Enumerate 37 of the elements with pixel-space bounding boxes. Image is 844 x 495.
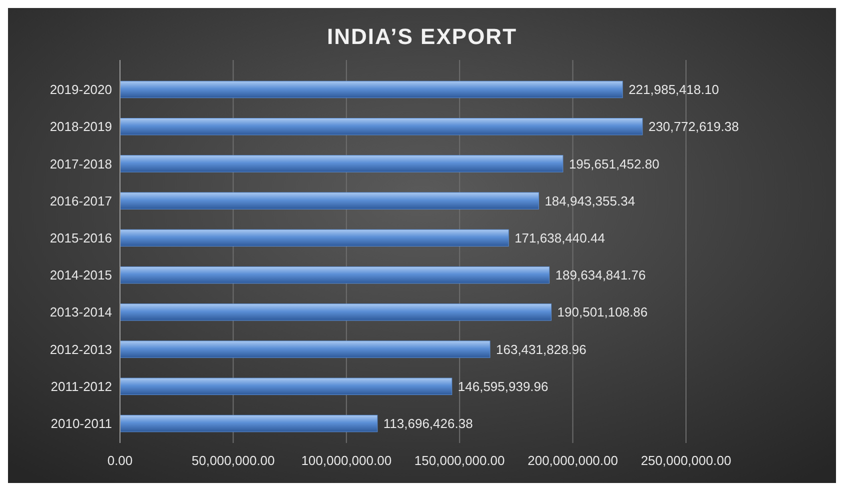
bar <box>120 414 378 432</box>
y-tick-label: 2013-2014 <box>50 304 112 320</box>
y-tick-label: 2011-2012 <box>50 378 112 394</box>
y-tick-label: 2016-2017 <box>50 193 112 208</box>
x-tick-label: 200,000,000.00 <box>528 453 618 468</box>
bar <box>120 378 452 395</box>
data-label: 163,431,828.96 <box>496 342 586 357</box>
bar <box>120 340 490 358</box>
data-label: 113,696,426.38 <box>383 416 473 432</box>
bar <box>120 229 509 247</box>
bar <box>120 118 643 136</box>
y-tick-label: 2019-2020 <box>50 82 112 98</box>
y-tick-label: 2010-2011 <box>50 416 112 432</box>
data-label: 184,943,355.34 <box>544 193 636 208</box>
y-tick-label: 2018-2019 <box>50 119 112 134</box>
data-label: 171,638,440.44 <box>514 230 605 246</box>
bar <box>120 266 550 284</box>
x-tick-label: 250,000,000.00 <box>640 453 732 468</box>
y-tick-label: 2015-2016 <box>50 230 112 246</box>
data-label: 230,772,619.38 <box>648 119 739 134</box>
data-label: 195,651,452.80 <box>568 156 660 172</box>
x-tick-label: 100,000,000.00 <box>301 453 392 468</box>
bar <box>120 192 539 210</box>
y-tick-label: 2017-2018 <box>50 156 112 172</box>
chart-title: INDIA’S EXPORT <box>326 24 518 49</box>
y-tick-label: 2014-2015 <box>50 268 112 283</box>
data-label: 146,595,939.96 <box>458 378 548 394</box>
bar <box>120 155 564 172</box>
data-label: 189,634,841.76 <box>555 268 646 283</box>
bar <box>120 304 552 321</box>
x-tick-label: 150,000,000.00 <box>414 453 505 468</box>
data-label: 221,985,418.10 <box>628 82 719 98</box>
x-tick-label: 50,000,000.00 <box>192 453 275 468</box>
data-label: 190,501,108.86 <box>557 304 648 320</box>
bar <box>120 80 623 98</box>
y-tick-label: 2012-2013 <box>50 342 112 357</box>
x-tick-label: 0.00 <box>107 453 133 468</box>
